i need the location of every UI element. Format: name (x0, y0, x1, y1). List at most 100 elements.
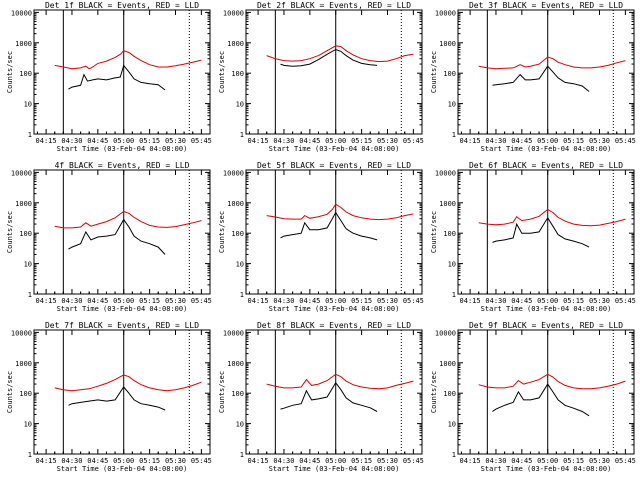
events-series-line (68, 64, 166, 91)
y-axis-label: Counts/sec (6, 211, 14, 253)
events-series-line (492, 216, 590, 248)
y-axis-label: Counts/sec (218, 211, 226, 253)
x-tick-label: 05:45 (403, 137, 424, 145)
plot-frame (245, 9, 423, 135)
x-tick-label: 05:45 (191, 137, 212, 145)
x-tick-label: 05:15 (351, 457, 372, 465)
x-tick-label: 05:30 (377, 457, 398, 465)
y-tick-label: 100 (443, 70, 456, 78)
plot-frame (33, 9, 211, 135)
x-axis-label: Start Time (03-Feb-04 04:08:00) (269, 305, 400, 313)
y-tick-label: 10000 (435, 9, 456, 17)
y-axis-label: Counts/sec (430, 211, 438, 253)
x-tick-label: 05:00 (113, 457, 134, 465)
detector-panel-4: 4f BLACK = Events, RED = LLD 1 10 100 1000 10… (6, 161, 212, 313)
y-tick-label: 10 (448, 261, 456, 269)
plot-frame (245, 329, 423, 455)
x-tick-label: 04:15 (460, 457, 481, 465)
lld-series-line (54, 374, 202, 392)
x-tick-label: 05:00 (537, 137, 558, 145)
plot-frame (33, 329, 211, 455)
x-tick-label: 05:15 (139, 297, 160, 305)
y-axis-label: Counts/sec (6, 51, 14, 93)
y-tick-label: 1000 (439, 40, 456, 48)
x-tick-label: 05:30 (377, 137, 398, 145)
detector-panel-5: Det 5f BLACK = Events, RED = LLD 1 10 100 10… (218, 161, 424, 313)
x-axis-label: Start Time (03-Feb-04 04:08:00) (57, 305, 188, 313)
x-tick-label: 05:45 (615, 457, 636, 465)
x-tick-label: 05:15 (563, 297, 584, 305)
x-tick-label: 05:45 (615, 137, 636, 145)
y-axis-label: Counts/sec (218, 51, 226, 93)
x-axis-label: Start Time (03-Feb-04 04:08:00) (57, 145, 188, 153)
y-axis-label: Counts/sec (430, 371, 438, 413)
chart-title: Det 9f BLACK = Events, RED = LLD (469, 321, 623, 330)
x-tick-label: 04:15 (36, 137, 57, 145)
x-tick-label: 04:45 (299, 297, 320, 305)
chart-title: 4f BLACK = Events, RED = LLD (55, 161, 190, 170)
y-tick-label: 10 (236, 421, 244, 429)
x-tick-label: 05:45 (403, 457, 424, 465)
y-tick-label: 10 (448, 101, 456, 109)
x-tick-label: 04:30 (61, 297, 82, 305)
events-series-line (492, 383, 590, 417)
chart-title: Det 6f BLACK = Events, RED = LLD (469, 161, 623, 170)
x-tick-label: 05:00 (113, 297, 134, 305)
y-tick-label: 1000 (227, 40, 244, 48)
detector-panel-8: Det 8f BLACK = Events, RED = LLD 1 10 100 10… (218, 321, 424, 473)
y-tick-label: 1000 (439, 360, 456, 368)
x-tick-label: 05:45 (191, 297, 212, 305)
y-tick-label: 1000 (15, 360, 32, 368)
plot-frame (33, 169, 211, 295)
y-tick-label: 10000 (435, 169, 456, 177)
x-tick-label: 05:15 (139, 137, 160, 145)
y-tick-label: 100 (19, 70, 32, 78)
x-tick-label: 04:45 (511, 457, 532, 465)
x-tick-label: 04:15 (36, 457, 57, 465)
x-tick-label: 05:00 (325, 297, 346, 305)
y-tick-label: 1 (28, 451, 32, 459)
x-axis-label: Start Time (03-Feb-04 04:08:00) (269, 465, 400, 473)
y-tick-label: 100 (19, 230, 32, 238)
x-tick-label: 04:15 (36, 297, 57, 305)
lld-series-line (266, 203, 414, 221)
y-axis-label: Counts/sec (6, 371, 14, 413)
x-tick-label: 05:45 (191, 457, 212, 465)
chart-title: Det 8f BLACK = Events, RED = LLD (257, 321, 411, 330)
x-tick-label: 05:15 (139, 457, 160, 465)
y-tick-label: 10000 (223, 9, 244, 17)
x-tick-label: 04:30 (273, 457, 294, 465)
x-tick-label: 05:45 (615, 297, 636, 305)
events-series-line (280, 381, 378, 412)
y-tick-label: 10 (448, 421, 456, 429)
chart-title: Det 7f BLACK = Events, RED = LLD (45, 321, 199, 330)
events-series-line (68, 218, 166, 255)
plot-frame (457, 169, 635, 295)
x-tick-label: 04:45 (87, 457, 108, 465)
x-axis-label: Start Time (03-Feb-04 04:08:00) (481, 145, 612, 153)
detector-panel-7: Det 7f BLACK = Events, RED = LLD 1 10 100 10… (6, 321, 212, 473)
x-tick-label: 04:15 (248, 137, 269, 145)
x-tick-label: 05:00 (537, 457, 558, 465)
y-tick-label: 1000 (15, 40, 32, 48)
x-tick-label: 05:45 (403, 297, 424, 305)
y-tick-label: 1 (452, 451, 456, 459)
chart-title: Det 2f BLACK = Events, RED = LLD (257, 1, 411, 10)
x-tick-label: 04:15 (248, 457, 269, 465)
y-tick-label: 1000 (439, 200, 456, 208)
x-tick-label: 04:30 (485, 297, 506, 305)
y-tick-label: 1000 (227, 360, 244, 368)
events-series-line (280, 211, 378, 241)
y-tick-label: 1000 (227, 200, 244, 208)
x-tick-label: 05:15 (351, 297, 372, 305)
y-tick-label: 100 (19, 390, 32, 398)
lld-series-line (478, 208, 626, 227)
y-tick-label: 1 (240, 131, 244, 139)
y-tick-label: 10000 (11, 169, 32, 177)
y-tick-label: 100 (231, 390, 244, 398)
y-tick-label: 10 (236, 261, 244, 269)
x-tick-label: 04:45 (511, 137, 532, 145)
y-axis-label: Counts/sec (218, 371, 226, 413)
x-tick-label: 05:15 (563, 137, 584, 145)
